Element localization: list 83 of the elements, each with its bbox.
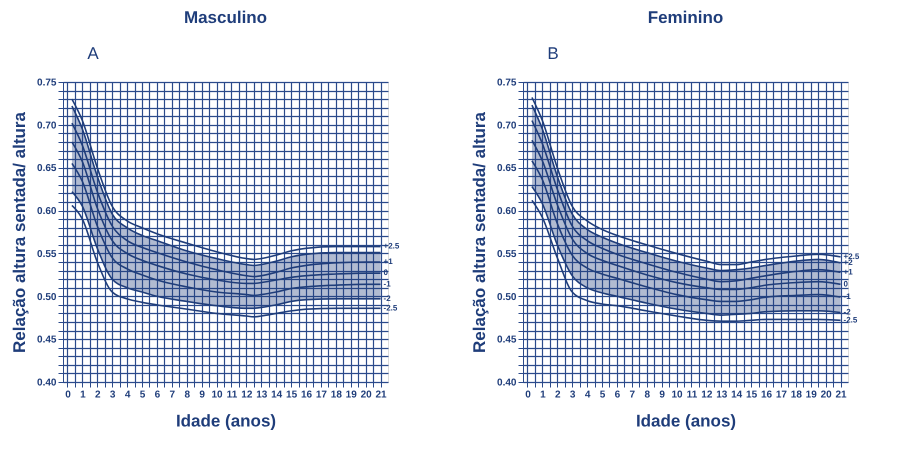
x-tick-label: 15 xyxy=(746,390,758,400)
series-label: +1 xyxy=(384,257,394,266)
x-tick-label: 6 xyxy=(154,390,161,400)
line-series xyxy=(531,139,842,290)
y-tick-label: 0.45 xyxy=(37,334,57,346)
line-series xyxy=(531,120,842,283)
x-tick-label: 6 xyxy=(614,390,621,400)
x-tick-label: 9 xyxy=(659,390,666,400)
y-tick-label: 0.75 xyxy=(497,78,517,88)
y-tick-label: 0.60 xyxy=(37,206,57,218)
x-tick-label: 20 xyxy=(360,390,372,400)
x-tick-label: 9 xyxy=(199,390,206,400)
text: B xyxy=(547,44,559,63)
series-label: -1 xyxy=(384,279,392,288)
x-tick-label: 7 xyxy=(630,390,636,400)
text: A xyxy=(87,44,100,63)
x-tick-label: 19 xyxy=(346,390,358,400)
x-tick-label: 13 xyxy=(256,390,268,400)
x-axis-title: Idade (anos) xyxy=(176,412,276,430)
y-tick-label: 0.50 xyxy=(497,292,517,303)
x-tick-label: 4 xyxy=(584,390,591,400)
x-tick-label: 16 xyxy=(760,390,773,400)
series-label: -2.5 xyxy=(844,315,858,324)
y-axis-title: Relação altura sentada/ altura xyxy=(470,111,490,353)
x-tick-label: 18 xyxy=(790,390,802,400)
line-series xyxy=(71,204,382,318)
line-series xyxy=(71,122,382,278)
x-tick-label: 8 xyxy=(644,390,650,400)
series-label: 0 xyxy=(844,279,849,288)
x-tick-label: 10 xyxy=(211,390,224,400)
x-tick-label: 11 xyxy=(686,390,698,400)
x-tick-label: 17 xyxy=(316,390,328,400)
x-tick-label: 17 xyxy=(776,390,788,400)
x-tick-label: 2 xyxy=(95,390,102,400)
x-tick-label: 14 xyxy=(731,390,743,400)
chart-title: Feminino xyxy=(648,8,724,27)
x-tick-label: 8 xyxy=(184,390,190,400)
line-series xyxy=(531,160,842,302)
x-tick-label: 16 xyxy=(300,390,313,400)
x-tick-label: 0 xyxy=(525,390,532,400)
series-label: -2.5 xyxy=(384,303,398,312)
chart-title: Masculino xyxy=(184,8,268,27)
y-tick-label: 0.55 xyxy=(37,248,57,260)
y-tick-label: 0.70 xyxy=(497,120,517,132)
y-tick-label: 0.75 xyxy=(37,78,57,88)
series-label: +2.5 xyxy=(384,242,400,251)
x-tick-label: 19 xyxy=(806,390,818,400)
x-tick-label: 12 xyxy=(701,390,713,400)
line-series xyxy=(71,162,382,296)
series-label: +1 xyxy=(844,267,854,276)
x-tick-label: 5 xyxy=(600,390,606,400)
line-series xyxy=(71,190,382,310)
x-tick-label: 21 xyxy=(835,390,848,400)
x-tick-label: 13 xyxy=(716,390,728,400)
y-tick-label: 0.40 xyxy=(497,378,517,388)
x-tick-label: 15 xyxy=(286,390,298,400)
y-tick-label: 0.50 xyxy=(37,292,57,303)
x-tick-label: 1 xyxy=(80,390,86,400)
x-tick-label: 20 xyxy=(820,390,832,400)
x-tick-label: 7 xyxy=(170,390,176,400)
x-tick-label: 14 xyxy=(271,390,283,400)
x-tick-label: 18 xyxy=(330,390,342,400)
x-tick-label: 21 xyxy=(375,390,388,400)
x-tick-label: 3 xyxy=(570,390,576,400)
x-tick-label: 1 xyxy=(540,390,546,400)
y-tick-label: 0.40 xyxy=(37,378,57,388)
y-tick-label: 0.65 xyxy=(497,163,517,174)
y-tick-label: 0.55 xyxy=(497,248,517,260)
x-axis-title: Idade (anos) xyxy=(636,412,736,430)
y-tick-label: 0.60 xyxy=(497,206,517,218)
x-tick-label: 11 xyxy=(226,390,238,400)
x-tick-label: 10 xyxy=(671,390,684,400)
y-tick-label: 0.65 xyxy=(37,163,57,174)
x-tick-label: 0 xyxy=(65,390,72,400)
x-tick-label: 5 xyxy=(140,390,146,400)
y-axis-title: Relação altura sentada/ altura xyxy=(10,111,30,353)
x-tick-label: 4 xyxy=(124,390,131,400)
y-tick-label: 0.45 xyxy=(497,334,517,346)
line-series xyxy=(71,141,382,284)
x-tick-label: 12 xyxy=(241,390,253,400)
x-tick-label: 3 xyxy=(110,390,116,400)
y-tick-label: 0.70 xyxy=(37,120,57,132)
x-tick-label: 2 xyxy=(555,390,562,400)
